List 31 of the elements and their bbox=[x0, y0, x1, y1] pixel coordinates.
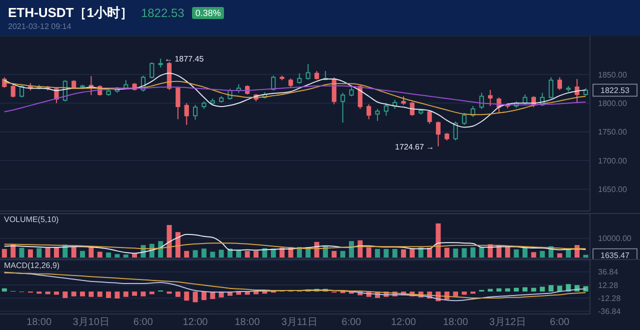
y-tick-label: -36.84 bbox=[598, 307, 622, 316]
text: 1822.53 bbox=[600, 86, 630, 96]
x-tick-label: 6:00 bbox=[342, 317, 362, 328]
annotation: 1724.67 → bbox=[395, 142, 434, 152]
x-tick-label: 6:00 bbox=[133, 317, 154, 328]
x-tick-label: 3月11日 bbox=[281, 317, 318, 328]
y-tick-label: 1650.00 bbox=[598, 185, 628, 194]
x-tick-label: 18:00 bbox=[234, 317, 260, 328]
x-tick-label: 12:00 bbox=[182, 317, 208, 328]
y-tick-label: -12.28 bbox=[598, 294, 622, 303]
y-tick-label: 1700.00 bbox=[598, 156, 628, 166]
annotation: ← 1877.45 bbox=[164, 54, 204, 64]
chart-subtitle: 2021-03-12 09:14 bbox=[8, 22, 72, 31]
y-tick-label: 1750.00 bbox=[598, 128, 628, 137]
x-tick-label: 3月10日 bbox=[72, 317, 110, 328]
x-tick-label: 18:00 bbox=[443, 317, 468, 328]
chart-title: VOLUME(5,10) bbox=[4, 215, 59, 224]
chart-title: MACD(12,26,9) bbox=[4, 261, 60, 270]
x-tick-label: 6:00 bbox=[550, 317, 570, 328]
chart-title: ETH-USDT［1小时］ bbox=[8, 4, 133, 22]
y-tick-label: 12.28 bbox=[598, 280, 619, 290]
x-tick-label: 18:00 bbox=[26, 317, 52, 328]
y-tick-label: 1800.00 bbox=[598, 98, 628, 108]
y-tick-label: 36.84 bbox=[598, 268, 619, 277]
text: 1822.53 bbox=[140, 6, 184, 20]
y-tick-label: 10000.00 bbox=[598, 234, 632, 244]
text: 0.38% bbox=[192, 7, 224, 19]
x-tick-label: 12:00 bbox=[390, 317, 416, 328]
x-tick-label: 3月12日 bbox=[489, 317, 526, 328]
text: 1635.47 bbox=[600, 250, 630, 260]
y-tick-label: 1850.00 bbox=[598, 70, 628, 80]
